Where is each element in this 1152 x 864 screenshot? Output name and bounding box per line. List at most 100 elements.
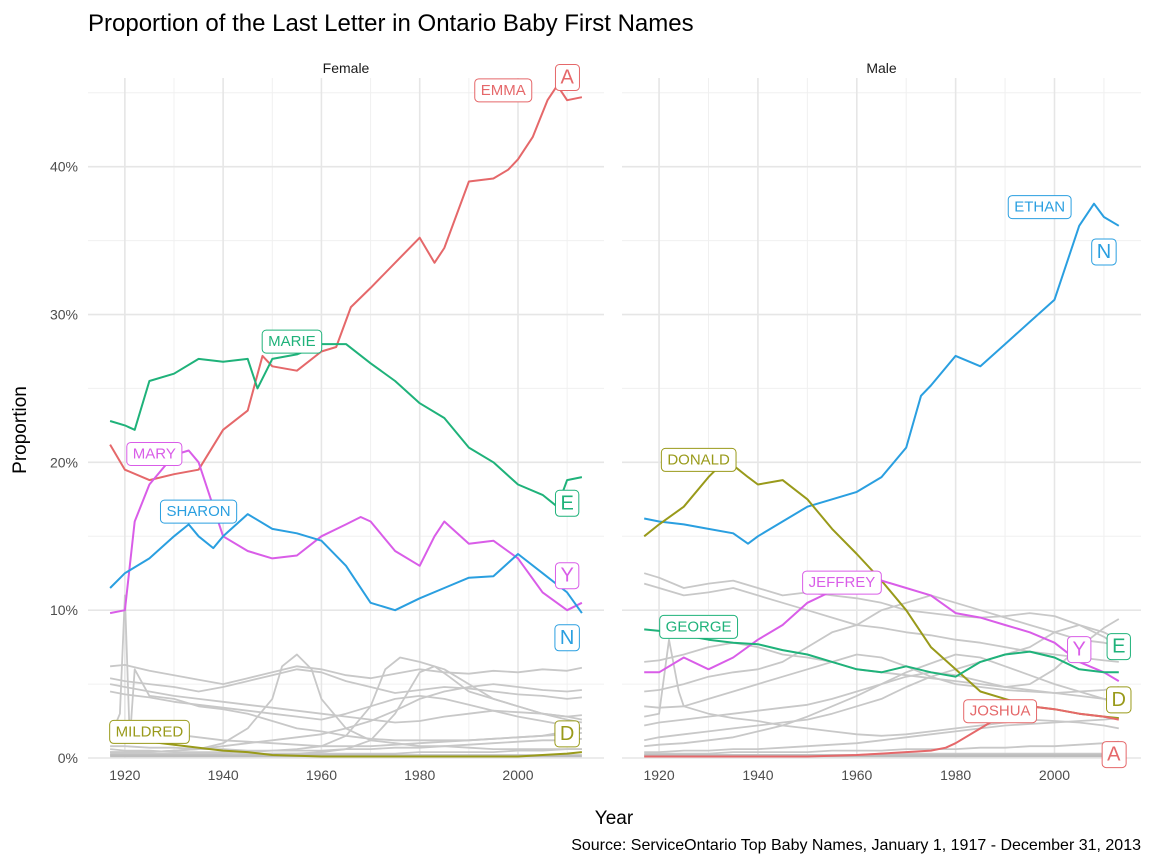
letter-label-text: Y [1073, 639, 1086, 661]
name-label-text: MILDRED [116, 723, 184, 740]
other-letter-line [644, 638, 1119, 737]
letter-label-box [554, 720, 580, 748]
name-label-text: JOSHUA [970, 703, 1031, 720]
gridlines [88, 78, 604, 759]
other-letter-lines [643, 572, 1120, 758]
letter-label-text: N [1097, 241, 1111, 263]
name-label-box [474, 78, 533, 103]
other-letter-line [110, 664, 583, 685]
panel-female: Female 1920 1940 1960 1980 2000 0% 10% 20% 30% 40%… [50, 60, 604, 783]
name-labels: ETHAN DONALD JEFFREY GEORGE JOSHUA N Y E D A [659, 195, 1132, 769]
other-letter-line [109, 594, 583, 742]
name-label-text: MARIE [268, 333, 316, 350]
x-tick-label: 1940 [742, 767, 773, 783]
letter-label-box [1067, 636, 1092, 664]
facet-label: Female [323, 60, 370, 76]
name-label-text: ETHAN [1014, 199, 1065, 216]
facet-label: Male [866, 60, 897, 76]
letter-label: Y [1067, 636, 1092, 664]
series-line-n [109, 513, 583, 614]
other-letter-line [644, 653, 1120, 748]
name-label-text: JEFFREY [809, 574, 876, 591]
highlighted-series [109, 84, 583, 758]
other-letter-line [110, 748, 582, 755]
x-tick-label: 1980 [404, 767, 435, 783]
letter-label: D [1106, 686, 1132, 714]
y-axis-title: Proportion [10, 386, 31, 474]
name-label-box [159, 499, 238, 524]
y-tick-label: 40% [50, 159, 78, 175]
letter-label-text: N [560, 627, 574, 649]
letter-label-box [1106, 686, 1132, 714]
other-letter-line [110, 737, 582, 752]
other-letter-line [644, 653, 1119, 709]
name-label-box [659, 614, 739, 639]
chart-title: Proportion of the Last Letter in Ontario… [88, 10, 694, 37]
other-letter-line [644, 594, 1119, 693]
letter-label-box [1091, 238, 1117, 266]
series-line-a [109, 84, 583, 482]
other-letter-line [643, 582, 1119, 663]
x-tick-label: 1960 [841, 767, 872, 783]
name-label: MARY [126, 441, 183, 466]
name-label-box [660, 447, 737, 472]
other-letter-line [109, 683, 582, 724]
y-tick-label: 0% [58, 750, 78, 766]
letter-label-box [1101, 741, 1127, 769]
x-tick-label: 2000 [502, 767, 533, 783]
other-letter-line [644, 624, 1120, 742]
name-label-box [1007, 195, 1072, 220]
name-label-text: DONALD [667, 451, 730, 468]
other-letter-line [643, 572, 1120, 641]
letter-label: D [554, 720, 580, 748]
other-letter-line [644, 740, 1119, 755]
name-label-box [802, 570, 882, 595]
name-label: DONALD [660, 447, 737, 472]
name-label: EMMA [474, 78, 533, 103]
name-label-text: GEORGE [666, 618, 732, 635]
panel-male: Male 1920 1940 1960 1980 2000 ETHAN DONALD JEFFR… [622, 60, 1141, 783]
letter-label-box [554, 562, 580, 590]
name-label: JEFFREY [802, 570, 882, 595]
letter-label-box [554, 489, 580, 517]
y-tick-label: 20% [50, 454, 78, 470]
letter-label-box [554, 624, 580, 652]
x-tick-label: 1940 [208, 767, 239, 783]
letter-label-text: A [1107, 744, 1121, 766]
chart-panels: Female 1920 1940 1960 1980 2000 0% 10% 20% 30% 40%… [50, 60, 1141, 783]
letter-label: E [1106, 633, 1131, 661]
series-line-e [109, 343, 583, 508]
name-label-text: MARY [133, 445, 176, 462]
x-tick-label: 1980 [940, 767, 971, 783]
name-label-box [963, 699, 1038, 724]
name-labels: EMMA MARIE MARY SHARON MILDRED A E Y N D [109, 64, 580, 748]
letter-label-text: A [560, 67, 574, 89]
series-line-e [644, 628, 1119, 678]
x-tick-label: 2000 [1039, 767, 1070, 783]
name-label: MILDRED [109, 719, 190, 744]
letter-label: A [1101, 741, 1127, 769]
name-label: SHARON [159, 499, 238, 524]
name-label: JOSHUA [963, 699, 1038, 724]
letter-label-text: E [1112, 636, 1125, 658]
y-tick-label: 10% [50, 602, 78, 618]
letter-label: E [554, 489, 580, 517]
name-label-text: EMMA [481, 82, 526, 99]
letter-label-text: D [560, 723, 574, 745]
letter-label-box [1106, 633, 1131, 661]
name-label: MARIE [261, 329, 323, 354]
chart-caption: Source: ServiceOntario Top Baby Names, J… [571, 837, 1141, 854]
x-axis-title: Year [595, 808, 634, 829]
name-label: ETHAN [1007, 195, 1072, 220]
x-tick-label: 1960 [306, 767, 337, 783]
other-letter-line [644, 717, 1119, 753]
letter-label: Y [554, 562, 580, 590]
name-label-box [261, 329, 323, 354]
x-tick-label: 1920 [643, 767, 674, 783]
series-line-a [644, 705, 1119, 758]
letter-label-text: E [560, 492, 573, 514]
other-letter-line [110, 683, 582, 753]
letter-label: N [1091, 238, 1117, 266]
letter-label: A [554, 64, 580, 92]
